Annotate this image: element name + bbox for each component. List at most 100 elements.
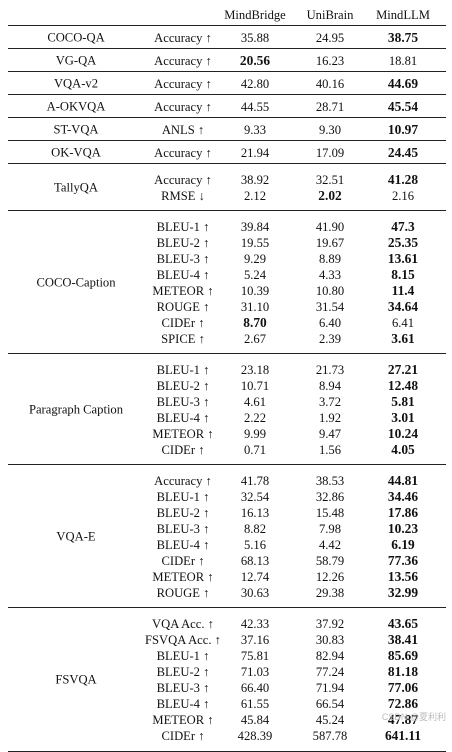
metric-label: BLEU-2 ↑	[156, 379, 210, 393]
task-name: VG-QA	[55, 53, 97, 67]
table-row: BLEU-1 ↑ 23.18 21.73 27.21	[8, 362, 446, 378]
metric-label: BLEU-1 ↑	[156, 363, 210, 377]
value-mindbridge: 37.16	[240, 633, 270, 647]
metric-label: VQA Acc. ↑	[152, 617, 214, 631]
table-row: Accuracy ↑ 44.55 28.71 45.54	[8, 99, 446, 115]
task-group: COCO-QA Accuracy ↑ 35.88 24.95 38.75	[8, 25, 446, 49]
metric-label: BLEU-1 ↑	[156, 220, 210, 234]
table-row: METEOR ↑ 9.99 9.47 10.24	[8, 426, 446, 442]
table-row: Accuracy ↑ 35.88 24.95 38.75	[8, 30, 446, 46]
table-row: ROUGE ↑ 31.10 31.54 34.64	[8, 299, 446, 315]
table-row: RMSE ↓ 2.12 2.02 2.16	[8, 188, 446, 204]
value-mindllm: 11.4	[391, 283, 415, 298]
value-mindllm: 8.15	[391, 267, 415, 282]
value-mindbridge: 4.61	[243, 395, 267, 409]
table-row: BLEU-2 ↑ 19.55 19.67 25.35	[8, 235, 446, 251]
value-mindbridge: 61.55	[240, 697, 270, 711]
table-row: CIDEr ↑ 428.39 587.78 641.11	[8, 728, 446, 744]
metric-label: BLEU-3 ↑	[156, 522, 210, 536]
task-name: COCO-QA	[47, 30, 105, 44]
metric-label: SPICE ↑	[161, 332, 205, 346]
table-row: CIDEr ↑ 68.13 58.79 77.36	[8, 553, 446, 569]
value-mindllm: 12.48	[387, 378, 419, 393]
table-row: CIDEr ↑ 0.71 1.56 4.05	[8, 442, 446, 458]
value-unibrain: 3.72	[318, 395, 342, 409]
table-row: METEOR ↑ 45.84 45.24 47.87	[8, 712, 446, 728]
value-mindllm: 18.81	[388, 54, 418, 68]
metric-label: BLEU-1 ↑	[156, 490, 210, 504]
watermark: CSDN @夏利利	[381, 712, 446, 722]
value-mindllm: 3.01	[391, 410, 415, 425]
value-mindbridge: 32.54	[240, 490, 270, 504]
task-group: OK-VQA Accuracy ↑ 21.94 17.09 24.45	[8, 140, 446, 164]
value-mindbridge: 8.82	[243, 522, 267, 536]
value-unibrain: 2.02	[318, 188, 342, 203]
value-mindllm: 6.41	[391, 316, 415, 330]
table-row: BLEU-4 ↑ 2.22 1.92 3.01	[8, 410, 446, 426]
value-mindbridge: 30.63	[240, 586, 270, 600]
value-unibrain: 21.73	[315, 363, 345, 377]
value-unibrain: 8.94	[318, 379, 342, 393]
column-header-mindllm: MindLLM	[376, 8, 430, 22]
table-row: VQA Acc. ↑ 42.33 37.92 43.65	[8, 616, 446, 632]
value-mindllm: 41.28	[387, 172, 419, 187]
table-row: BLEU-1 ↑ 32.54 32.86 34.46	[8, 489, 446, 505]
metric-label: Accuracy ↑	[154, 474, 212, 488]
value-unibrain: 31.54	[315, 300, 345, 314]
task-group: FSVQA VQA Acc. ↑ 42.33 37.92 43.65 FSVQA Acc.…	[8, 607, 446, 752]
value-unibrain: 40.16	[315, 77, 345, 91]
value-mindbridge: 10.39	[240, 284, 270, 298]
table-row: METEOR ↑ 12.74 12.26 13.56	[8, 569, 446, 585]
value-mindllm: 6.19	[391, 537, 415, 552]
value-unibrain: 4.42	[318, 538, 342, 552]
table-row: BLEU-2 ↑ 71.03 77.24 81.18	[8, 664, 446, 680]
value-mindbridge: 12.74	[240, 570, 270, 584]
value-mindbridge: 42.33	[240, 617, 270, 631]
value-mindbridge: 38.92	[240, 173, 270, 187]
value-mindbridge: 9.99	[243, 427, 267, 441]
value-mindbridge: 2.22	[243, 411, 267, 425]
task-name: TallyQA	[54, 180, 98, 194]
value-mindllm: 13.61	[387, 251, 419, 266]
value-mindllm: 43.65	[387, 616, 419, 631]
value-mindllm: 44.69	[387, 76, 419, 91]
value-mindbridge: 19.55	[240, 236, 270, 250]
table-row: BLEU-1 ↑ 75.81 82.94 85.69	[8, 648, 446, 664]
value-unibrain: 10.80	[315, 284, 345, 298]
table-row: METEOR ↑ 10.39 10.80 11.4	[8, 283, 446, 299]
metric-label: Accuracy ↑	[154, 100, 212, 114]
value-mindllm: 5.81	[391, 394, 415, 409]
value-unibrain: 28.71	[315, 100, 345, 114]
value-mindllm: 34.46	[387, 489, 419, 504]
metric-label: METEOR ↑	[152, 284, 214, 298]
metric-label: Accuracy ↑	[154, 31, 212, 45]
metric-label: BLEU-2 ↑	[156, 506, 210, 520]
metric-label: ROUGE ↑	[156, 300, 210, 314]
metric-label: BLEU-4 ↑	[156, 268, 210, 282]
column-header-mindbridge: MindBridge	[224, 8, 286, 22]
task-group: A-OKVQA Accuracy ↑ 44.55 28.71 45.54	[8, 94, 446, 118]
value-mindllm: 10.24	[387, 426, 419, 441]
value-unibrain: 9.47	[318, 427, 342, 441]
table-row: Accuracy ↑ 42.80 40.16 44.69	[8, 76, 446, 92]
value-mindllm: 2.16	[391, 189, 415, 203]
task-name: VQA-v2	[53, 76, 99, 90]
task-name: Paragraph Caption	[28, 402, 124, 416]
value-mindbridge: 44.55	[240, 100, 270, 114]
value-mindbridge: 71.03	[240, 665, 270, 679]
table-row: BLEU-3 ↑ 4.61 3.72 5.81	[8, 394, 446, 410]
table-row: BLEU-4 ↑ 5.24 4.33 8.15	[8, 267, 446, 283]
metric-label: BLEU-3 ↑	[156, 681, 210, 695]
value-unibrain: 41.90	[315, 220, 345, 234]
value-mindllm: 3.61	[391, 331, 415, 346]
table-row: BLEU-3 ↑ 8.82 7.98 10.23	[8, 521, 446, 537]
value-mindbridge: 16.13	[240, 506, 270, 520]
value-mindllm: 34.64	[387, 299, 419, 314]
value-unibrain: 77.24	[315, 665, 345, 679]
table-row: BLEU-2 ↑ 10.71 8.94 12.48	[8, 378, 446, 394]
value-mindbridge: 428.39	[237, 729, 273, 743]
value-mindllm: 641.11	[384, 728, 422, 743]
value-mindbridge: 23.18	[240, 363, 270, 377]
metric-label: METEOR ↑	[152, 570, 214, 584]
metric-label: BLEU-4 ↑	[156, 538, 210, 552]
